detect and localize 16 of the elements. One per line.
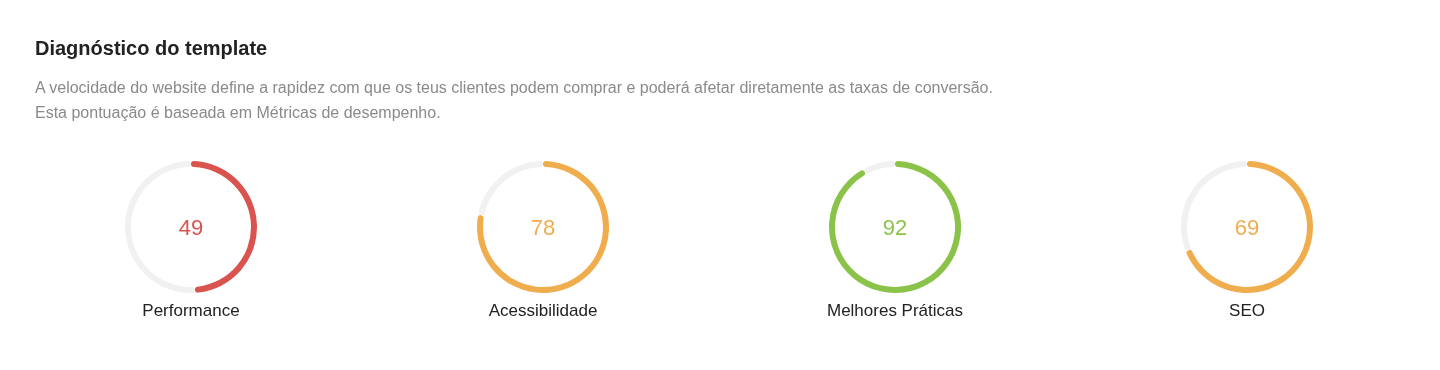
text: Acessibilidade <box>488 301 598 320</box>
text: A velocidade do website define a rapidez com que os teus clientes podem comprar e poderá afetar diretamente as taxas de conversão. <box>35 79 993 96</box>
data-label: 78 <box>530 214 556 240</box>
donut-slice <box>477 161 609 293</box>
text: Performance <box>142 301 240 320</box>
data-label: 92 <box>882 214 908 240</box>
text: Diagnóstico do template <box>35 37 268 59</box>
donut-slice <box>478 161 543 216</box>
donut-slice <box>864 161 895 174</box>
donut-slice <box>1186 161 1313 293</box>
text: Esta pontuação é baseada em Métricas de desempenho. <box>35 104 441 121</box>
donut-slice <box>829 161 961 293</box>
data-label: 69 <box>1234 214 1260 240</box>
text: Melhores Práticas <box>826 301 964 320</box>
text: SEO <box>1229 301 1265 320</box>
data-label: 49 <box>178 214 204 240</box>
